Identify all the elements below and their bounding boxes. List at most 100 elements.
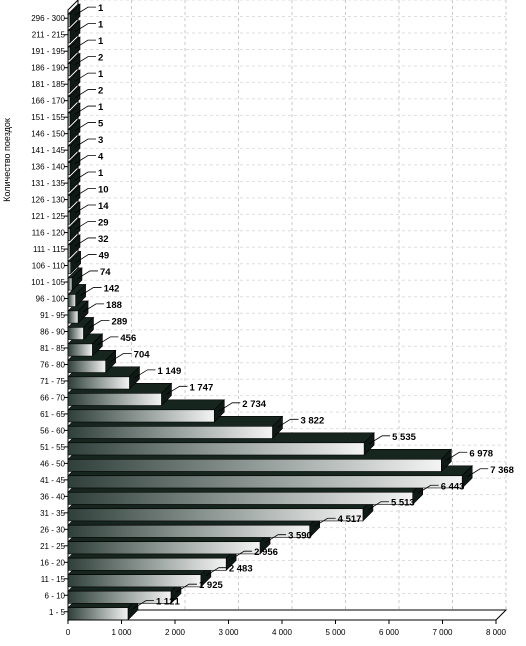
- value-leader-line: [74, 122, 96, 131]
- value-label: 456: [120, 333, 136, 344]
- category-labels: 1 - 5 6 - 10 11 - 15 16 - 20 21 - 25 26 - 30 3…: [31, 14, 68, 617]
- category-label: 71 - 75: [40, 377, 65, 386]
- value-leader-line: [277, 418, 299, 428]
- category-label: 141 - 145: [31, 146, 65, 155]
- value-leader-line: [446, 451, 468, 461]
- value-leader-line: [74, 138, 96, 148]
- value-label: 5 513: [391, 498, 415, 509]
- category-label: 86 - 90: [40, 327, 65, 336]
- category-label: 41 - 45: [40, 476, 65, 485]
- value-label: 1: [98, 69, 104, 80]
- category-label: 36 - 40: [40, 492, 65, 501]
- value-label: 74: [100, 267, 111, 278]
- bar: [67, 184, 81, 209]
- value-leader-line: [74, 204, 96, 214]
- category-label: 76 - 80: [40, 360, 65, 369]
- value-label: 3: [98, 135, 103, 146]
- value-label: 704: [134, 349, 151, 360]
- value-leader-line: [74, 155, 96, 164]
- value-label: 3 590: [288, 531, 312, 542]
- value-label: 6 443: [441, 481, 465, 492]
- value-label: 29: [98, 217, 109, 228]
- value-leader-line: [134, 369, 156, 379]
- category-label: 61 - 65: [40, 410, 65, 419]
- value-label: 6 978: [469, 448, 493, 459]
- value-label: 289: [111, 316, 127, 327]
- value-leader-line: [74, 89, 96, 99]
- category-label: 106 - 110: [32, 262, 66, 271]
- value-label: 1 925: [199, 580, 223, 591]
- x-tick-label: 7 000: [432, 628, 453, 637]
- value-leader-line: [219, 402, 241, 412]
- value-label: 49: [99, 250, 110, 261]
- category-label: 116 - 120: [32, 229, 66, 238]
- value-leader-line: [74, 105, 96, 115]
- value-label: 2 483: [229, 564, 253, 575]
- value-leader-line: [466, 468, 489, 478]
- bars: [67, 3, 473, 621]
- value-label: 32: [98, 234, 109, 245]
- category-label: 96 - 100: [36, 295, 66, 304]
- grid: [67, 0, 507, 621]
- category-label: 11 - 15: [41, 575, 66, 584]
- x-tick-label: 4 000: [272, 628, 293, 637]
- category-label: 191 - 195: [31, 47, 65, 56]
- value-label: 1 121: [156, 597, 180, 608]
- value-label: 10: [98, 184, 109, 195]
- category-label: 101 - 105: [31, 278, 65, 287]
- value-leader-line: [74, 171, 96, 181]
- x-tick-label: 2 000: [165, 628, 186, 637]
- bar: [67, 69, 81, 94]
- value-label: 14: [98, 201, 109, 212]
- value-leader-line: [74, 221, 96, 230]
- category-label: 81 - 85: [40, 344, 65, 353]
- value-leader-line: [88, 319, 110, 329]
- category-label: 146 - 150: [31, 130, 65, 139]
- value-leader-line: [314, 517, 336, 527]
- value-leader-line: [205, 567, 227, 577]
- x-tick-label: 3 000: [218, 628, 239, 637]
- value-leader-line: [97, 336, 119, 346]
- bar: [67, 135, 81, 159]
- value-leader-line: [417, 484, 439, 494]
- x-tick-label: 6 000: [379, 628, 400, 637]
- value-label: 1: [98, 36, 104, 47]
- value-label: 1: [98, 20, 104, 31]
- category-label: 166 - 170: [31, 97, 65, 106]
- value-label: 3 822: [300, 415, 324, 426]
- category-label: 151 - 155: [31, 113, 65, 122]
- value-label: 1 747: [189, 382, 213, 393]
- value-leader-line: [74, 188, 96, 197]
- value-leader-line: [82, 303, 105, 313]
- category-label: 211 - 215: [32, 31, 66, 40]
- value-leader-line: [175, 583, 197, 593]
- value-label: 1 149: [157, 366, 181, 377]
- value-leader-line: [80, 287, 102, 296]
- value-leader-line: [74, 6, 96, 16]
- value-label: 2 734: [242, 399, 266, 410]
- category-label: 1 - 5: [49, 608, 66, 617]
- value-leader-line: [230, 550, 253, 560]
- value-leader-line: [110, 352, 132, 362]
- category-label: 131 - 135: [31, 179, 65, 188]
- value-leader-line: [132, 600, 154, 610]
- category-label: 111 - 115: [33, 245, 66, 254]
- bar: [67, 19, 81, 44]
- category-label: 21 - 25: [40, 542, 65, 551]
- value-label: 1: [98, 3, 104, 14]
- category-label: 121 - 125: [31, 212, 65, 221]
- value-leader-line: [74, 72, 96, 82]
- value-leader-line: [74, 23, 96, 33]
- category-label: 126 - 130: [31, 196, 65, 205]
- value-label: 2 956: [254, 547, 278, 558]
- x-tick-label: 1 000: [111, 628, 132, 637]
- category-label: 46 - 50: [40, 459, 65, 468]
- value-leader-line: [367, 501, 389, 511]
- value-leader-line: [74, 39, 96, 49]
- value-label: 7 368: [490, 465, 514, 476]
- value-leader-line: [74, 237, 96, 247]
- category-label: 51 - 55: [40, 443, 65, 452]
- category-label: 31 - 35: [40, 509, 65, 518]
- value-label: 142: [104, 283, 120, 294]
